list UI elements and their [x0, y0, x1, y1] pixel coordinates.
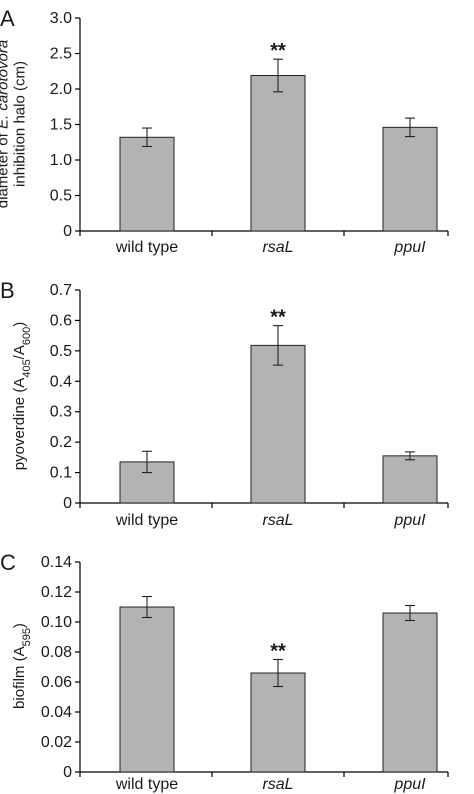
chart-panel-b: B 0 0.1 0.2 0.3 0.4 0.5 0.6 0.7 pyoverdine (A405/…: [0, 278, 449, 529]
x-category-label: rsaL: [262, 512, 293, 529]
y-tick-label: 1.0: [50, 152, 72, 169]
panel-letter: B: [0, 278, 15, 303]
bar-ppui: [382, 126, 438, 232]
x-category-label: wild type: [115, 776, 178, 793]
y-axis-label-part: ): [11, 623, 28, 628]
y-tick-label: 0.08: [41, 644, 72, 661]
chart-panel-a: A 0 0.5 1.0 1.5 2.0 2.5 3.0 diameter of E. carot…: [0, 6, 449, 256]
error-bar: [273, 325, 283, 366]
error-bar: [405, 604, 415, 622]
x-category-label: wild type: [115, 512, 178, 529]
y-tick-label: 0.6: [50, 312, 72, 329]
bar-wild-type: [119, 606, 175, 773]
y-tick-label: 3.0: [50, 10, 72, 27]
y-tick-label: 0.2: [50, 434, 72, 451]
y-axis-label-part: /A: [11, 345, 28, 359]
y-axis-label-part: pyoverdine (A: [11, 378, 28, 471]
significance-marker: **: [270, 641, 286, 663]
bar-rsal: [250, 672, 306, 773]
error-bar: [273, 658, 283, 688]
y-tick-label: 0: [63, 223, 72, 240]
error-bar: [405, 451, 415, 461]
x-category-label: rsaL: [262, 239, 293, 256]
y-axis-label: biofilm (A595): [11, 623, 33, 709]
y-tick-label: 0.04: [41, 704, 72, 721]
y-tick-label: 0: [63, 495, 72, 512]
bar-ppui: [382, 455, 438, 504]
y-axis-label-part: inhibition halo (cm): [12, 61, 29, 187]
y-tick-label: 0.5: [50, 343, 72, 360]
y-axis-label-part: 600: [21, 327, 33, 345]
y-axis-label: diameter of E. carotovorainhibition halo…: [0, 40, 29, 208]
x-category-label: ppuI: [393, 512, 426, 529]
y-tick-label: 0.14: [41, 554, 72, 571]
y-axis-label-part: diameter of: [0, 129, 12, 208]
y-axis-label-part: 405: [21, 359, 33, 377]
bar-ppui: [382, 612, 438, 773]
x-category-label: ppuI: [393, 239, 426, 256]
y-axis-label-part: 595: [21, 628, 33, 646]
y-tick-label: 0.12: [41, 584, 72, 601]
y-tick-label: 0.3: [50, 404, 72, 421]
y-tick-label: 0.10: [41, 614, 72, 631]
x-category-label: ppuI: [393, 776, 426, 793]
y-tick-label: 0.7: [50, 282, 72, 299]
y-tick-label: 0: [63, 764, 72, 781]
bar-rsal: [250, 344, 306, 504]
panel-letter: A: [0, 6, 15, 31]
y-tick-label: 0.1: [50, 465, 72, 482]
y-axis-label-part: ): [11, 322, 28, 327]
y-axis-label: pyoverdine (A405/A600): [11, 322, 33, 470]
y-tick-label: 2.5: [50, 46, 72, 63]
significance-marker: **: [270, 40, 286, 62]
y-tick-label: 0.02: [41, 734, 72, 751]
error-bar: [405, 117, 415, 138]
x-category-label: rsaL: [262, 776, 293, 793]
bar-wild-type: [119, 136, 175, 232]
chart-panel-c: C 0 0.02 0.04 0.06 0.08 0.10 0.12 0.14 biofilm (A…: [0, 550, 449, 793]
y-tick-label: 0.4: [50, 373, 72, 390]
y-tick-label: 1.5: [50, 117, 72, 134]
y-axis-label-part: biofilm (A: [11, 646, 28, 709]
y-tick-label: 0.06: [41, 674, 72, 691]
y-tick-label: 0.5: [50, 188, 72, 205]
y-axis-label-part: E. carotovora: [0, 40, 12, 129]
x-category-label: wild type: [115, 239, 178, 256]
error-bar: [142, 127, 152, 148]
y-tick-label: 2.0: [50, 81, 72, 98]
bar-rsal: [250, 75, 306, 232]
error-bar: [142, 595, 152, 619]
error-bar: [273, 58, 283, 93]
significance-marker: **: [270, 307, 286, 329]
panel-letter: C: [0, 550, 16, 575]
error-bar: [142, 450, 152, 474]
